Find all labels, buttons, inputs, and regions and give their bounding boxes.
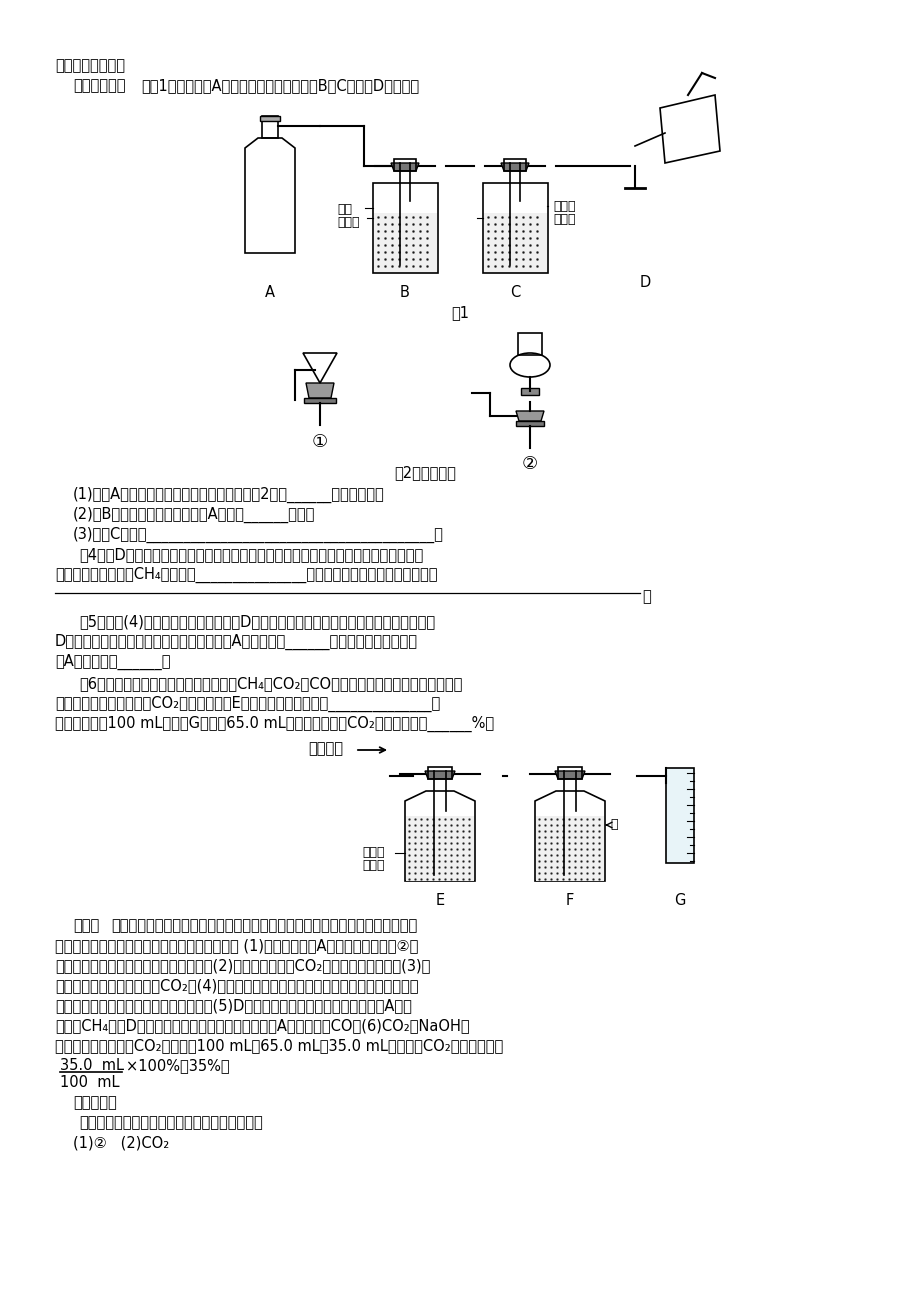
Text: 在瓶口插一个倒扣的漏斗（或其他合理的答案）: 在瓶口插一个倒扣的漏斗（或其他合理的答案） — [79, 1115, 263, 1130]
Text: 如图1，将塑料瓶A中收集到的气体依次通入B、C中，在D处点燃。: 如图1，将塑料瓶A中收集到的气体依次通入B、C中，在D处点燃。 — [141, 78, 419, 92]
Bar — [483, 214, 547, 273]
Text: ②: ② — [521, 454, 538, 473]
Text: 应生成碳酸钠和水；CO₂的体积为100 mL－65.0 mL＝35.0 mL，气体中CO₂的体积含量＝: 应生成碳酸钠和水；CO₂的体积为100 mL－65.0 mL＝35.0 mL，气… — [55, 1038, 503, 1053]
Text: 在不换瓶的情况下，瓶口太小不便于收集气体，需要扩大瓶口的面积，所以可在: 在不换瓶的情况下，瓶口太小不便于收集气体，需要扩大瓶口的面积，所以可在 — [111, 918, 417, 934]
Polygon shape — [306, 383, 334, 398]
Text: 100  mL: 100 mL — [60, 1075, 119, 1090]
Text: 定含有CH₄，若D处石灰水变浑浊，杯壁无水雾，说明A中肯定含有CO；(6)CO₂和NaOH反: 定含有CH₄，若D处石灰水变浑浊，杯壁无水雾，说明A中肯定含有CO；(6)CO₂… — [55, 1018, 469, 1032]
Text: 取样气体: 取样气体 — [308, 741, 343, 756]
Text: 澄清: 澄清 — [336, 203, 352, 216]
Text: 水的可燃性气体。: 水的可燃性气体。 — [55, 59, 125, 73]
FancyBboxPatch shape — [303, 398, 335, 404]
Polygon shape — [501, 163, 528, 171]
Text: 若取样气体为100 mL，装置G读数为65.0 mL，则取样气体中CO₂体积含量约为______%。: 若取样气体为100 mL，装置G读数为65.0 mL，则取样气体中CO₂体积含量… — [55, 716, 494, 732]
Text: 。: 。 — [641, 589, 650, 604]
Text: （4）若D处倒扣的是干冷的大烧杯，杯壁有水雾出现，有同学认为此现象不能证明收集: （4）若D处倒扣的是干冷的大烧杯，杯壁有水雾出现，有同学认为此现象不能证明收集 — [79, 547, 423, 562]
Text: 氢氧化: 氢氧化 — [361, 846, 384, 859]
Text: 35.0  mL: 35.0 mL — [60, 1059, 124, 1073]
Text: D处倒扣干冷的烧杯，若杯壁有水雾，则证明A中肯定含有______，若杯壁无水雾，则证: D处倒扣干冷的烧杯，若杯壁有水雾，则证明A中肯定含有______，若杯壁无水雾，… — [55, 634, 417, 650]
Text: ①: ① — [312, 434, 328, 450]
Polygon shape — [391, 163, 418, 171]
Text: (1)②   (2)CO₂: (1)② (2)CO₂ — [73, 1135, 169, 1150]
Text: （5）采取(4)中的排除干扰措施后，在D处倒扣涂有澄清石灰水的烧杯，出现浑浊，再在: （5）采取(4)中的排除干扰措施后，在D处倒扣涂有澄清石灰水的烧杯，出现浑浊，再… — [79, 615, 435, 629]
Text: A: A — [265, 285, 275, 299]
Text: C: C — [509, 285, 519, 299]
Polygon shape — [425, 771, 455, 779]
Text: D: D — [639, 275, 650, 290]
Text: (1)要将A中的气体通入后面的装置中，应选图2中的______（填序号）。: (1)要将A中的气体通入后面的装置中，应选图2中的______（填序号）。 — [73, 487, 384, 503]
Bar — [536, 816, 604, 881]
Bar — [520, 388, 539, 395]
Text: ×100%＝35%。: ×100%＝35%。 — [126, 1059, 230, 1074]
Text: (2)若B中石灰水变浑浊，则说明A中含有______气体。: (2)若B中石灰水变浑浊，则说明A中含有______气体。 — [73, 506, 315, 523]
Bar — [374, 214, 437, 273]
Text: 图1: 图1 — [450, 305, 469, 320]
Text: E: E — [435, 893, 444, 907]
Text: 明A中肯定含有______。: 明A中肯定含有______。 — [55, 654, 170, 671]
Text: (3)装置C作用是_______________________________________。: (3)装置C作用是_______________________________… — [73, 527, 443, 543]
Polygon shape — [554, 771, 584, 779]
Text: （6）经进一步探究得知，收集的气体是CH₄、CO₂、CO的混合物，这几位同学拟用下图装: （6）经进一步探究得知，收集的气体是CH₄、CO₂、CO的混合物，这几位同学拟用… — [79, 676, 462, 691]
Text: G: G — [674, 893, 685, 907]
Text: 参考答案：: 参考答案： — [73, 1095, 117, 1111]
FancyBboxPatch shape — [516, 421, 543, 426]
Text: 【实验探究】: 【实验探究】 — [73, 78, 125, 92]
FancyBboxPatch shape — [260, 116, 279, 121]
Text: 钠溶液: 钠溶液 — [361, 859, 384, 872]
Text: 置，粗略测定取样气体中CO₂的含量。装置E中发生的反应方程式是______________；: 置，粗略测定取样气体中CO₂的含量。装置E中发生的反应方程式是_________… — [55, 697, 440, 712]
Text: 氢氧化: 氢氧化 — [552, 201, 575, 214]
Text: 图2：注水装置: 图2：注水装置 — [393, 465, 456, 480]
Text: 瓶口插一个倒扣的漏斗，增大收集气体的速率等 (1)注水时不能让A中气体逸出，应选②，: 瓶口插一个倒扣的漏斗，增大收集气体的速率等 (1)注水时不能让A中气体逸出，应选… — [55, 937, 418, 953]
Polygon shape — [516, 411, 543, 421]
Text: 解析：: 解析： — [73, 918, 99, 934]
Bar — [665, 768, 693, 863]
Text: 水: 水 — [609, 818, 617, 831]
Text: 钠溶液: 钠溶液 — [552, 214, 575, 227]
Bar — [405, 816, 473, 881]
Text: F: F — [565, 893, 573, 907]
Text: 氧化钠可用来吸收气体中的CO₂；(4)气体通过溶液时会带走部分水分，为了实验的严谨，: 氧化钠可用来吸收气体中的CO₂；(4)气体通过溶液时会带走部分水分，为了实验的严… — [55, 978, 418, 993]
Text: B: B — [400, 285, 410, 299]
Text: 应加入干燥装置，除去水对实验的影响；(5)D处石灰水变浑浊和杯壁有水雾，说明A中肯: 应加入干燥装置，除去水对实验的影响；(5)D处石灰水变浑浊和杯壁有水雾，说明A中… — [55, 999, 412, 1013]
Text: 由分液漏斗加水，气体通过导气管溢出；(2)在初中阶段只有CO₂能使石灰水变浑浊；(3)氢: 由分液漏斗加水，气体通过导气管溢出；(2)在初中阶段只有CO₂能使石灰水变浑浊；… — [55, 958, 430, 973]
Text: 到的气体中一定含有CH₄，理由是_______________，要排除这种干扰可采取的措施是: 到的气体中一定含有CH₄，理由是_______________，要排除这种干扰可… — [55, 566, 437, 583]
Text: 石灰水: 石灰水 — [336, 216, 359, 229]
